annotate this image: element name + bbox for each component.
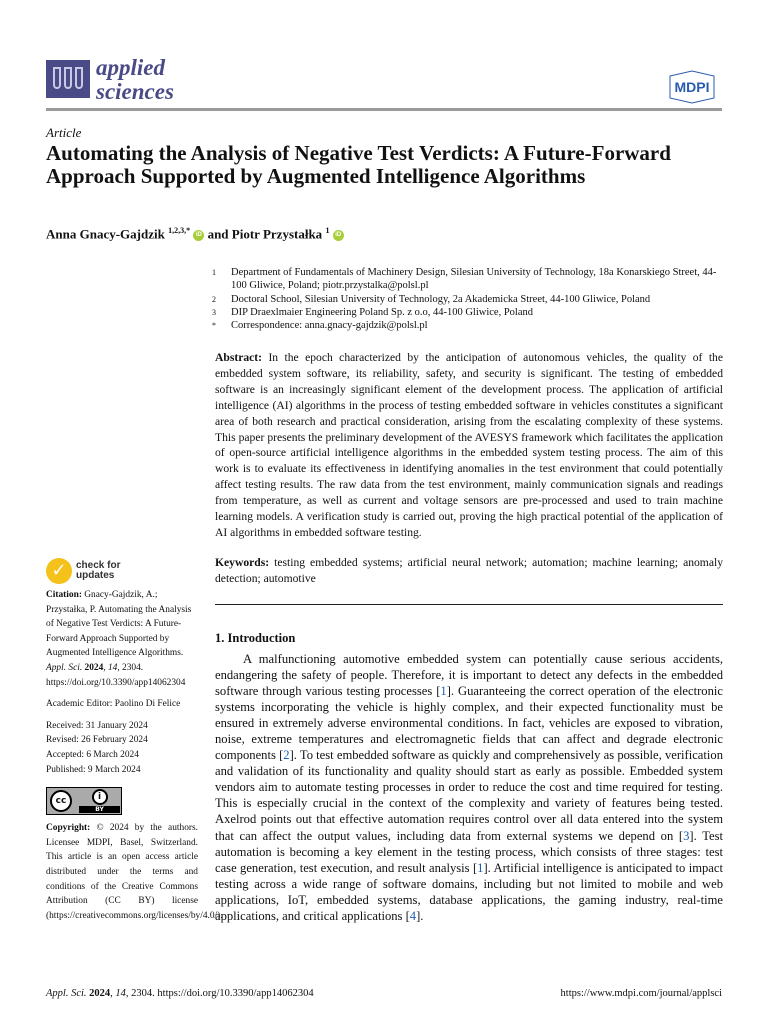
copyright-text: © 2024 by the authors. Licensee MDPI, Ba… — [46, 823, 223, 921]
section-heading: 1. Introduction — [215, 631, 296, 645]
affiliation-number: * — [212, 321, 216, 331]
citation: Citation: Gnacy-Gajdzik, A.; Przystałka,… — [46, 590, 192, 688]
footer-doi[interactable]: , 2304. https://doi.org/10.3390/app14062… — [125, 988, 314, 999]
citation-reference-link[interactable]: 2 — [279, 748, 294, 762]
abstract-label: Abstract: — [215, 351, 263, 364]
orcid-icon[interactable]: iD — [332, 229, 344, 241]
cc-by-license-badge[interactable]: cc i BY — [46, 787, 122, 816]
check-for-updates-button[interactable]: ✓ check for updates — [46, 558, 198, 584]
keywords: Keywords: testing embedded systems; arti… — [215, 555, 723, 587]
copyright: Copyright: © 2024 by the authors. Licens… — [46, 821, 223, 923]
date-received: Received: 31 January 2024 — [46, 720, 148, 731]
citation-text: Gnacy-Gajdzik, A.; Przystałka, P. Automa… — [46, 590, 192, 659]
attribution-person-icon: i — [91, 789, 108, 806]
journal-name-line2: sciences — [96, 79, 174, 104]
author-name: Piotr Przystałka — [231, 226, 323, 242]
affiliation-item: * Correspondence: anna.gnacy-gajdzik@pols… — [212, 319, 727, 332]
academic-editor: Academic Editor: Paolino Di Felice — [46, 699, 181, 710]
article-info-sidebar: ✓ check for updates Citation: Gnacy-Gajdz… — [46, 558, 223, 923]
section-divider — [215, 604, 723, 605]
date-accepted: Accepted: 6 March 2024 — [46, 749, 139, 760]
footer-journal-url[interactable]: https://www.mdpi.com/journal/applsci — [560, 988, 722, 999]
journal-logo-icon — [46, 60, 90, 98]
affiliation-number: 1 — [212, 268, 216, 277]
check-updates-line1: check for — [76, 560, 121, 571]
header-divider — [46, 108, 722, 111]
checkmark-icon: ✓ — [46, 558, 72, 584]
footer-citation: Appl. Sci. 2024, 14, 2304. https://doi.o… — [46, 988, 314, 999]
creative-commons-icon: cc — [50, 790, 72, 813]
footer-year: 2024 — [89, 988, 111, 999]
author-affiliation-marks: 1 — [325, 226, 330, 235]
journal-name-line1: applied — [96, 55, 165, 80]
keywords-label: Keywords: — [215, 556, 270, 569]
introduction-paragraph: A malfunctioning automotive embedded sys… — [215, 651, 723, 924]
citation-reference-link[interactable]: 3 — [679, 829, 694, 843]
citation-reference-link[interactable]: 1 — [473, 861, 488, 875]
author-name: Anna Gnacy-Gajdzik — [46, 226, 165, 242]
paragraph-text: . To test embedded software as quickly a… — [215, 748, 723, 843]
paragraph-text: A malfunctioning automotive embedded sys… — [215, 652, 723, 699]
paragraph-text: . — [420, 908, 424, 923]
check-updates-line2: updates — [76, 570, 115, 581]
citation-reference-link[interactable]: 4 — [406, 909, 421, 923]
date-published: Published: 9 March 2024 — [46, 764, 141, 775]
date-revised: Revised: 26 February 2024 — [46, 735, 148, 746]
dates: Received: 31 January 2024 Revised: 26 Fe… — [46, 719, 198, 777]
paper-title: Automating the Analysis of Negative Test… — [46, 141, 671, 188]
affiliation-item: 2 Doctoral School, Silesian University of… — [212, 293, 727, 306]
abstract-text: In the epoch characterized by the antici… — [215, 351, 723, 539]
orcid-icon[interactable]: iD — [193, 229, 205, 241]
article-type: Article — [46, 125, 82, 140]
journal-name: applied sciences — [96, 56, 174, 104]
author-list: Anna Gnacy-Gajdzik 1,2,3,* iD and Piotr … — [46, 226, 344, 242]
mdpi-logo-text: MDPI — [675, 79, 710, 95]
author-affiliation-marks: 1,2,3,* — [168, 226, 191, 235]
abstract: Abstract: In the epoch characterized by … — [215, 350, 723, 541]
author-joiner: and — [207, 226, 229, 242]
citation-year: 2024 — [84, 662, 104, 673]
citation-journal: Appl. Sci. — [46, 662, 83, 673]
paragraph-text: . Artificial intelligence is anticipated… — [215, 860, 723, 923]
affiliation-item: 1 Department of Fundamentals of Machinery… — [212, 266, 727, 293]
affiliation-text: Doctoral School, Silesian University of … — [231, 293, 651, 305]
footer-journal: Appl. Sci. — [46, 988, 87, 999]
mdpi-logo-icon: MDPI — [669, 70, 715, 104]
by-label: BY — [79, 806, 120, 814]
keywords-text: testing embedded systems; artificial neu… — [215, 556, 723, 585]
affiliation-text: Correspondence: anna.gnacy-gajdzik@polsl… — [231, 320, 428, 332]
affiliation-text: Department of Fundamentals of Machinery … — [231, 267, 717, 292]
citation-volume: 14 — [107, 662, 118, 673]
affiliations: 1 Department of Fundamentals of Machinery… — [212, 266, 727, 332]
paragraph-text: . Test automation is becoming a key elem… — [215, 828, 724, 875]
affiliation-number: 3 — [212, 307, 216, 317]
paragraph-text: . Guaranteeing the correct operation of … — [215, 684, 723, 763]
affiliation-item: 3 DIP Draexlmaier Engineering Poland Sp. … — [212, 306, 727, 319]
page-footer: Appl. Sci. 2024, 14, 2304. https://doi.o… — [46, 988, 722, 999]
citation-reference-link[interactable]: 1 — [436, 684, 451, 698]
copyright-label: Copyright: — [46, 823, 91, 834]
citation-label: Citation: — [46, 590, 82, 600]
footer-volume: 14 — [115, 988, 126, 999]
citation-doi[interactable]: , 2304. https://doi.org/10.3390/app14062… — [46, 662, 186, 688]
affiliation-text: DIP Draexlmaier Engineering Poland Sp. z… — [231, 306, 534, 318]
affiliation-number: 2 — [212, 294, 216, 304]
